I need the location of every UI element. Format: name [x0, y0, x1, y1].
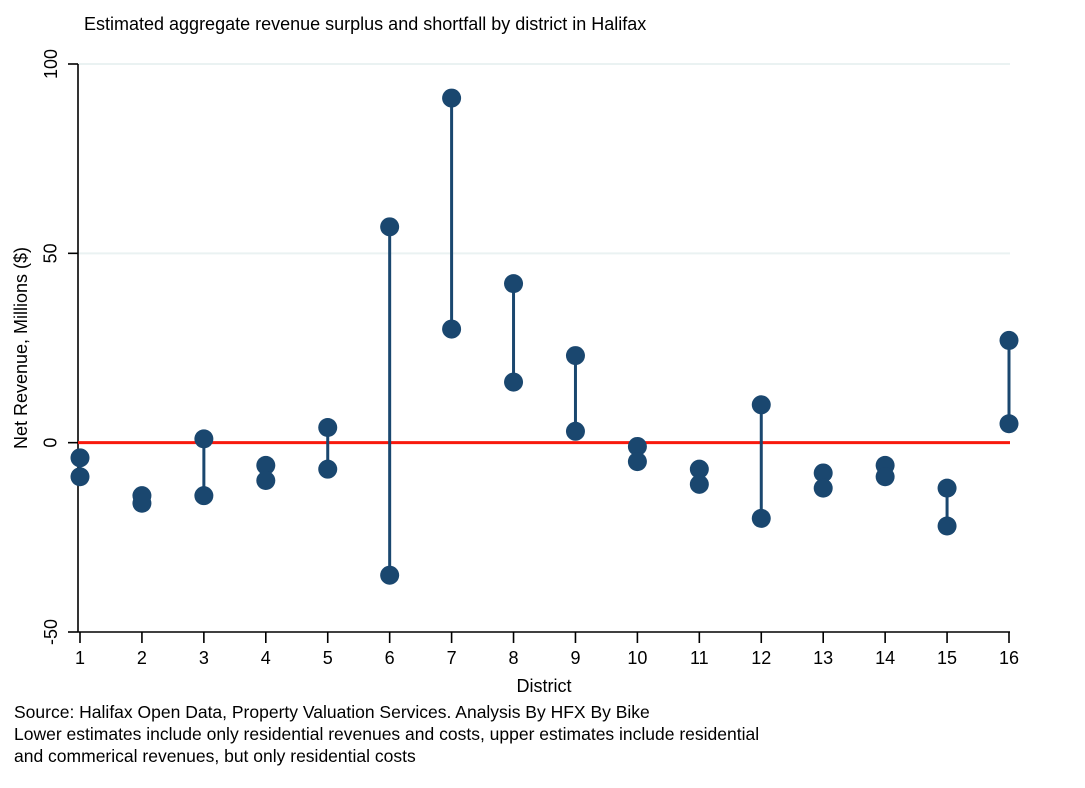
- upper-estimate-dot: [813, 463, 833, 483]
- lower-estimate-dot: [380, 565, 400, 585]
- chart-title: Estimated aggregate revenue surplus and …: [84, 14, 647, 34]
- lower-estimate-dot: [504, 372, 524, 392]
- x-tick-label: 5: [323, 648, 333, 668]
- x-axis-title: District: [517, 676, 572, 696]
- lower-estimate-dot: [627, 452, 647, 472]
- district-range: [565, 346, 585, 441]
- district-range: [751, 395, 771, 528]
- lower-estimate-dot: [194, 486, 214, 506]
- lower-estimate-dot: [751, 508, 771, 528]
- x-tick-label: 11: [690, 648, 709, 668]
- footnotes: Source: Halifax Open Data, Property Valu…: [14, 701, 759, 767]
- x-tick-label: 8: [509, 648, 519, 668]
- upper-estimate-dot: [937, 478, 957, 498]
- x-tick-label: 2: [137, 648, 147, 668]
- x-tick-label: 6: [385, 648, 395, 668]
- upper-estimate-dot: [504, 274, 524, 294]
- district-range: [318, 418, 338, 479]
- x-tick-label: 9: [570, 648, 580, 668]
- upper-estimate-dot: [751, 395, 771, 415]
- lower-estimate-dot: [256, 471, 276, 491]
- y-axis: -50 0 50 100 Net Revenue, Millions ($): [11, 49, 79, 645]
- x-tick-label: 7: [447, 648, 457, 668]
- x-tick-label: 4: [261, 648, 271, 668]
- x-tick-label: 12: [751, 648, 771, 668]
- x-tick-label: 15: [937, 648, 957, 668]
- district-range: [132, 486, 152, 513]
- x-tick-label: 16: [999, 648, 1019, 668]
- upper-estimate-dot: [194, 429, 214, 449]
- upper-estimate-dot: [442, 88, 462, 108]
- x-tick-label: 14: [875, 648, 895, 668]
- footnote-note-line-1: Lower estimates include only residential…: [14, 724, 760, 744]
- y-tick-label: 50: [41, 243, 61, 263]
- district-range: [194, 429, 214, 506]
- footnote-note-line-2: and commerical revenues, but only reside…: [14, 746, 416, 766]
- upper-estimate-dot: [565, 346, 585, 366]
- footnote-source-line: Source: Halifax Open Data, Property Valu…: [14, 702, 650, 722]
- district-range: [813, 463, 833, 498]
- x-tick-label: 1: [75, 648, 85, 668]
- district-range: [504, 274, 524, 392]
- lower-estimate-dot: [318, 459, 338, 479]
- district-range: [937, 478, 957, 536]
- district-range: [875, 455, 895, 487]
- district-range: [689, 459, 709, 494]
- gridlines: [78, 63, 1010, 255]
- district-range: [442, 88, 462, 339]
- y-axis-title: Net Revenue, Millions ($): [11, 247, 31, 449]
- district-ranges: [70, 88, 1019, 585]
- upper-estimate-dot: [627, 436, 647, 456]
- upper-estimate-dot: [689, 459, 709, 479]
- lower-estimate-dot: [442, 319, 462, 339]
- upper-estimate-dot: [999, 330, 1019, 350]
- x-tick-label: 10: [627, 648, 647, 668]
- lower-estimate-dot: [70, 467, 90, 487]
- x-tick-label: 13: [813, 648, 833, 668]
- lower-estimate-dot: [565, 421, 585, 441]
- y-tick-label: 0: [41, 438, 61, 448]
- lower-estimate-dot: [689, 474, 709, 494]
- district-range: [380, 217, 400, 585]
- lower-estimate-dot: [132, 493, 152, 513]
- x-tick-label: 3: [199, 648, 209, 668]
- lower-estimate-dot: [813, 478, 833, 498]
- y-tick-label: 100: [41, 49, 61, 79]
- upper-estimate-dot: [380, 217, 400, 237]
- upper-estimate-dot: [256, 455, 276, 475]
- upper-estimate-dot: [70, 448, 90, 468]
- y-tick-label: -50: [41, 619, 61, 645]
- lower-estimate-dot: [937, 516, 957, 536]
- lower-estimate-dot: [999, 414, 1019, 434]
- lower-estimate-dot: [875, 467, 895, 487]
- district-range: [627, 436, 647, 472]
- district-range: [70, 448, 90, 487]
- district-range: [256, 455, 276, 491]
- district-range: [999, 330, 1019, 434]
- upper-estimate-dot: [318, 418, 338, 438]
